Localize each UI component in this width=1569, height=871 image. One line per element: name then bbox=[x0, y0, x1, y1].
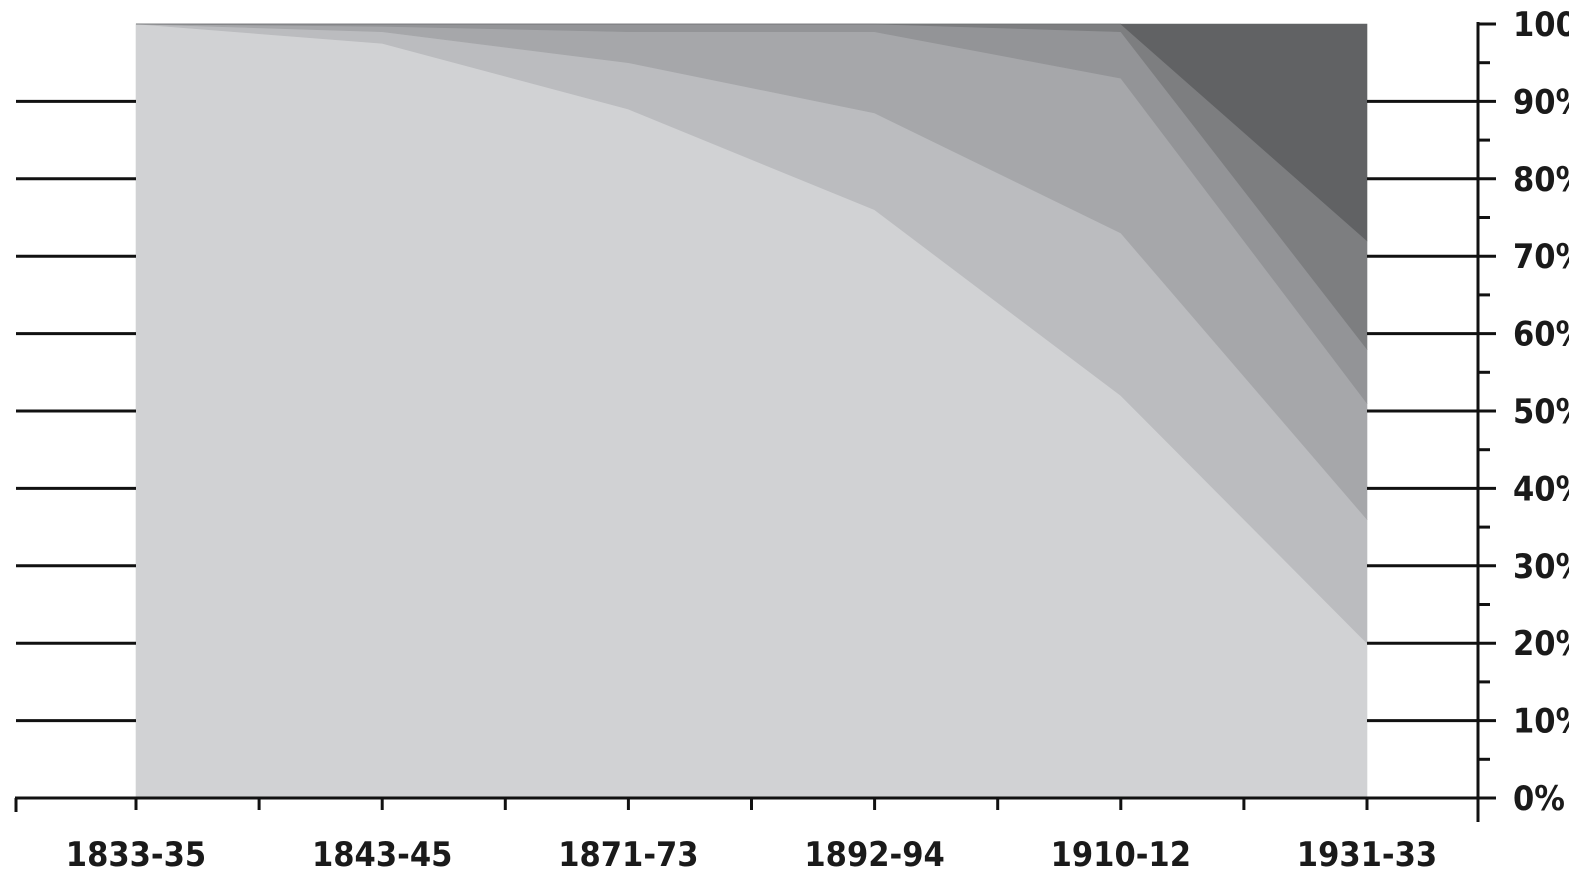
x-tick-label: 1871-73 bbox=[558, 835, 698, 871]
x-tick-label: 1833-35 bbox=[66, 835, 206, 871]
y-tick-label: 30% bbox=[1513, 547, 1569, 587]
y-tick-label: 40% bbox=[1513, 469, 1569, 509]
y-tick-label: 70% bbox=[1513, 237, 1569, 277]
y-tick-label: 90% bbox=[1513, 82, 1569, 122]
y-tick-label: 100% bbox=[1513, 5, 1569, 45]
y-tick-label: 60% bbox=[1513, 315, 1569, 355]
x-tick-label: 1843-45 bbox=[312, 835, 452, 871]
y-tick-label: 0% bbox=[1513, 779, 1565, 819]
y-tick-label: 20% bbox=[1513, 624, 1569, 664]
area-series-6 bbox=[136, 23, 1368, 242]
x-tick-label: 1892-94 bbox=[804, 835, 944, 871]
y-tick-label: 50% bbox=[1513, 392, 1569, 432]
y-tick-label: 80% bbox=[1513, 160, 1569, 200]
x-tick-label: 1910-12 bbox=[1051, 835, 1191, 871]
x-tick-label: 1931-33 bbox=[1297, 835, 1437, 871]
y-tick-label: 10% bbox=[1513, 702, 1569, 742]
